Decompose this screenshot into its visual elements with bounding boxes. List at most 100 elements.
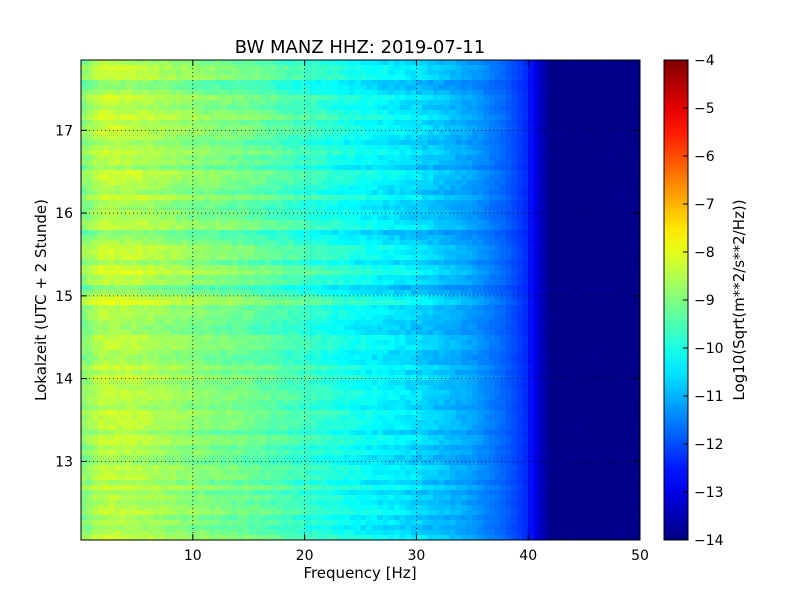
heatmap-cell — [517, 60, 524, 66]
heatmap-cell — [606, 105, 613, 111]
heatmap-cell — [271, 110, 278, 116]
heatmap-cell — [81, 290, 88, 296]
heatmap-cell — [500, 80, 507, 86]
heatmap-cell — [354, 155, 362, 161]
heatmap-cell — [433, 100, 440, 106]
heatmap-cell — [623, 185, 630, 191]
heatmap-cell — [131, 175, 138, 181]
heatmap-cell — [338, 90, 345, 96]
heatmap-cell — [371, 105, 378, 111]
heatmap-cell — [220, 180, 227, 186]
heatmap-cell — [237, 125, 244, 131]
heatmap-cell — [237, 170, 244, 176]
heatmap-cell — [159, 270, 166, 276]
heatmap-cell — [136, 120, 144, 126]
heatmap-cell — [438, 240, 445, 246]
heatmap-cell — [394, 60, 401, 66]
heatmap-cell — [176, 165, 183, 171]
heatmap-cell — [198, 265, 205, 271]
heatmap-cell — [483, 250, 490, 256]
heatmap-cell — [394, 75, 401, 81]
heatmap-cell — [103, 240, 110, 246]
heatmap-cell — [522, 255, 529, 261]
heatmap-cell — [254, 65, 261, 71]
heatmap-cell — [276, 125, 283, 131]
heatmap-cell — [243, 80, 250, 86]
heatmap-cell — [209, 180, 216, 186]
heatmap-cell — [131, 155, 138, 161]
heatmap-cell — [589, 195, 596, 201]
heatmap-cell — [248, 305, 255, 311]
heatmap-cell — [366, 110, 373, 116]
heatmap-cell — [634, 260, 640, 266]
heatmap-cell — [394, 90, 401, 96]
heatmap-cell — [589, 80, 596, 86]
heatmap-cell — [315, 265, 322, 271]
heatmap-cell — [282, 250, 289, 256]
heatmap-cell — [92, 225, 99, 231]
heatmap-cell — [321, 165, 328, 171]
heatmap-cell — [567, 165, 574, 171]
heatmap-cell — [561, 75, 568, 81]
heatmap-cell — [114, 125, 121, 131]
heatmap-cell — [299, 120, 306, 126]
heatmap-cell — [131, 290, 138, 296]
heatmap-cell — [410, 110, 417, 116]
heatmap-cell — [589, 135, 596, 141]
heatmap-cell — [181, 115, 188, 121]
heatmap-cell — [170, 285, 177, 291]
heatmap-cell — [360, 75, 367, 81]
heatmap-cell — [304, 160, 311, 166]
heatmap-cell — [461, 280, 468, 286]
heatmap-cell — [511, 185, 518, 191]
heatmap-cell — [310, 115, 317, 121]
heatmap-cell — [382, 140, 390, 146]
heatmap-cell — [416, 150, 423, 156]
heatmap-cell — [170, 215, 177, 221]
heatmap-cell — [466, 255, 473, 261]
heatmap-cell — [421, 170, 429, 176]
heatmap-cell — [544, 225, 552, 231]
heatmap-cell — [377, 150, 384, 156]
heatmap-cell — [494, 130, 501, 136]
heatmap-cell — [634, 245, 640, 251]
heatmap-cell — [86, 95, 93, 101]
heatmap-cell — [522, 95, 529, 101]
heatmap-cell — [148, 290, 155, 296]
heatmap-cell — [528, 260, 535, 266]
heatmap-cell — [483, 195, 490, 201]
heatmap-cell — [505, 200, 513, 206]
heatmap-cell — [153, 150, 160, 156]
heatmap-cell — [153, 160, 160, 166]
heatmap-cell — [589, 200, 596, 206]
heatmap-cell — [120, 200, 127, 206]
heatmap-cell — [539, 185, 546, 191]
heatmap-cell — [399, 240, 406, 246]
heatmap-cell — [114, 80, 121, 86]
heatmap-cell — [192, 165, 199, 171]
heatmap-cell — [405, 215, 412, 221]
heatmap-cell — [125, 80, 132, 86]
heatmap-cell — [310, 145, 317, 151]
heatmap-cell — [92, 115, 99, 121]
heatmap-cell — [310, 105, 317, 111]
heatmap-cell — [427, 290, 434, 296]
heatmap-cell — [494, 240, 501, 246]
heatmap-cell — [612, 235, 619, 241]
heatmap-cell — [108, 170, 116, 176]
heatmap-cell — [416, 185, 423, 191]
heatmap-cell — [366, 255, 373, 261]
heatmap-cell — [416, 155, 423, 161]
heatmap-cell — [433, 230, 440, 236]
heatmap-cell — [321, 90, 328, 96]
heatmap-cell — [444, 95, 451, 101]
heatmap-cell — [282, 290, 289, 296]
heatmap-cell — [226, 175, 233, 181]
heatmap-cell — [220, 170, 227, 176]
heatmap-cell — [500, 240, 507, 246]
heatmap-cell — [528, 125, 535, 131]
heatmap-cell — [433, 85, 440, 91]
heatmap-cell — [354, 150, 362, 156]
heatmap-cell — [220, 190, 227, 196]
heatmap-cell — [617, 280, 624, 286]
